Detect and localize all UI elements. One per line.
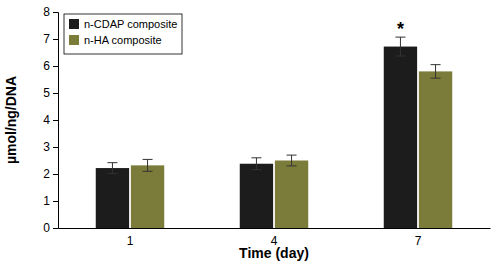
error-cap	[251, 157, 261, 158]
x-axis-title: Time (day)	[239, 245, 309, 261]
y-tick: 2	[43, 167, 58, 181]
y-tick-label: 4	[43, 113, 50, 127]
bar	[131, 165, 164, 228]
error-stem	[291, 155, 292, 166]
error-stem	[147, 159, 148, 171]
y-tick-label: 8	[43, 5, 50, 19]
error-cap	[251, 169, 261, 170]
error-stem	[256, 158, 257, 170]
legend-entry: n-CDAP composite	[69, 18, 177, 30]
legend-swatch	[69, 35, 79, 45]
y-tick-label: 7	[43, 32, 50, 46]
legend: n-CDAP composite n-HA composite	[64, 14, 182, 54]
y-tick-mark	[53, 12, 58, 13]
x-tick-label: 7	[415, 234, 422, 248]
x-tick: 7	[415, 228, 422, 248]
chart: 012345678147*n-CDAP compositen-HA compos…	[0, 0, 500, 262]
error-bar	[143, 159, 153, 171]
plot: 012345678147*n-CDAP compositen-HA compos…	[43, 5, 490, 247]
legend-swatch	[69, 19, 79, 29]
x-axis-line	[59, 228, 491, 229]
y-tick-mark	[53, 66, 58, 67]
error-bar	[395, 37, 405, 56]
y-tick: 6	[43, 59, 58, 73]
bar	[419, 71, 452, 228]
y-tick-label: 3	[43, 140, 50, 154]
y-tick: 8	[43, 5, 58, 19]
error-cap	[143, 159, 153, 160]
error-cap	[395, 56, 405, 57]
y-tick: 0	[43, 221, 58, 235]
y-tick: 1	[43, 194, 58, 208]
y-tick: 5	[43, 86, 58, 100]
y-tick-label: 0	[43, 221, 50, 235]
y-tick-mark	[53, 39, 58, 40]
y-tick-label: 1	[43, 194, 50, 208]
y-tick-mark	[53, 201, 58, 202]
legend-box	[64, 14, 182, 54]
annotation: *	[397, 19, 404, 39]
y-tick-label: 2	[43, 167, 50, 181]
y-axis: 0 1 2 3 4 5 6 7 8	[43, 5, 58, 235]
error-stem	[435, 65, 436, 79]
y-tick-mark	[53, 93, 58, 94]
bar	[384, 47, 417, 228]
error-bar	[251, 158, 261, 170]
legend-label: n-CDAP composite	[84, 18, 177, 30]
error-cap	[107, 162, 117, 163]
y-tick: 7	[43, 32, 58, 46]
error-cap	[431, 78, 441, 79]
x-tick: 1	[127, 228, 134, 248]
y-tick: 3	[43, 140, 58, 154]
error-cap	[287, 165, 297, 166]
y-axis-title: µmol/ng/DNA	[3, 76, 19, 164]
bar	[240, 164, 273, 228]
y-tick-mark	[53, 228, 58, 229]
error-bar	[431, 65, 441, 79]
error-cap	[143, 171, 153, 172]
series	[131, 65, 452, 228]
marks	[96, 37, 452, 228]
legend-label: n-HA composite	[84, 34, 162, 46]
y-tick-label: 5	[43, 86, 50, 100]
x-tick-label: 1	[127, 234, 134, 248]
error-stem	[400, 37, 401, 56]
bar	[96, 168, 129, 228]
y-axis-line	[53, 13, 59, 229]
y-tick-mark	[53, 147, 58, 148]
y-tick-mark	[53, 120, 58, 121]
error-cap	[107, 173, 117, 174]
error-cap	[431, 64, 441, 65]
y-tick: 4	[43, 113, 58, 127]
error-cap	[287, 155, 297, 156]
series	[96, 37, 417, 228]
error-stem	[112, 163, 113, 174]
error-bar	[287, 155, 297, 166]
error-bar	[107, 163, 117, 174]
y-tick-label: 6	[43, 59, 50, 73]
y-tick-mark	[53, 174, 58, 175]
bar	[275, 161, 308, 229]
legend-entry: n-HA composite	[69, 34, 162, 46]
